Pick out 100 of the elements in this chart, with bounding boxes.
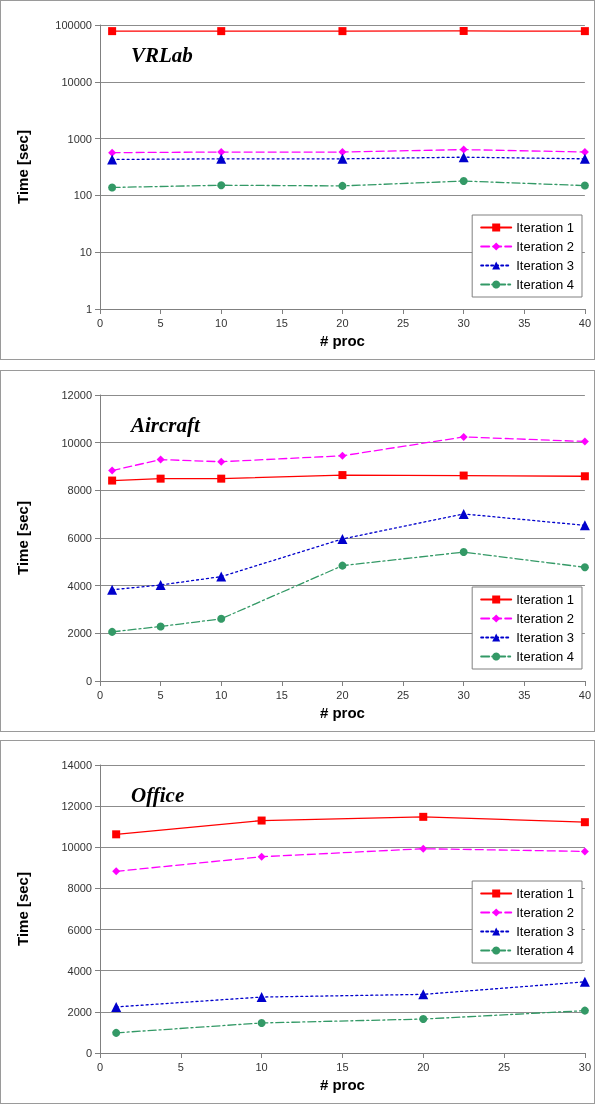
- y-axis-title: Time [sec]: [14, 130, 31, 204]
- x-tick-label: 0: [96, 688, 104, 701]
- point: [107, 154, 118, 165]
- legend-label: Iteration 2: [516, 239, 575, 254]
- point: [338, 561, 347, 570]
- y-tick-label: 100000: [55, 19, 92, 31]
- point: [458, 152, 469, 163]
- point: [338, 148, 347, 157]
- x-tick-label: 30: [457, 316, 470, 329]
- x-axis-title: # proc: [319, 704, 365, 721]
- x-tick-label: 10: [215, 316, 228, 329]
- legend-label: Iteration 4: [516, 277, 575, 292]
- y-tick-label: 10: [79, 246, 92, 259]
- point: [579, 153, 590, 164]
- point: [459, 145, 468, 154]
- legend-label: Iteration 3: [516, 630, 575, 645]
- point: [580, 563, 589, 572]
- y-tick-label: 4000: [67, 964, 92, 977]
- y-axis-title: Time [sec]: [14, 872, 31, 946]
- legend-label: Iteration 3: [516, 924, 575, 939]
- x-tick-label: 20: [417, 1060, 430, 1073]
- y-tick-label: 100: [73, 189, 92, 202]
- point: [458, 508, 469, 519]
- legend-label: Iteration 1: [516, 886, 575, 901]
- point: [580, 181, 589, 190]
- x-tick-label: 30: [578, 1060, 592, 1073]
- point: [459, 471, 468, 480]
- x-tick-label: 15: [275, 316, 288, 329]
- text: VRLab: [131, 42, 193, 67]
- y-tick-label: 14000: [61, 759, 92, 771]
- y-tick-label: 12000: [61, 800, 92, 813]
- point: [580, 847, 589, 856]
- point: [580, 148, 589, 157]
- point: [108, 148, 117, 157]
- point: [155, 579, 166, 590]
- point: [217, 148, 226, 157]
- point: [459, 177, 468, 186]
- point: [217, 474, 226, 483]
- legend-label: Iteration 1: [516, 592, 575, 607]
- x-tick-label: 15: [336, 1060, 349, 1073]
- y-tick-label: 2000: [67, 627, 92, 640]
- point: [338, 27, 347, 36]
- point: [459, 548, 468, 557]
- point: [257, 816, 266, 825]
- point: [112, 867, 121, 876]
- legend-label: Iteration 2: [516, 611, 575, 626]
- point: [112, 830, 121, 839]
- legend-label: Iteration 4: [516, 649, 575, 664]
- point: [156, 474, 165, 483]
- legend-label: Iteration 4: [516, 943, 575, 958]
- point: [112, 1028, 121, 1037]
- y-tick-label: 0: [85, 1047, 92, 1059]
- point: [580, 27, 589, 36]
- x-tick-label: 10: [215, 688, 228, 701]
- point: [579, 976, 590, 987]
- y-tick-label: 12000: [61, 389, 92, 401]
- text: Office: [131, 782, 185, 807]
- point: [579, 520, 590, 531]
- point: [419, 844, 428, 853]
- x-tick-label: 5: [157, 688, 164, 701]
- x-tick-label: 40: [578, 688, 592, 701]
- x-axis-title: # proc: [319, 332, 365, 349]
- point: [156, 622, 165, 631]
- x-tick-label: 0: [96, 316, 104, 329]
- point: [459, 432, 468, 441]
- x-tick-label: 20: [336, 316, 349, 329]
- point: [108, 476, 117, 485]
- point: [216, 153, 227, 164]
- y-tick-label: 10000: [61, 841, 92, 854]
- y-tick-label: 6000: [67, 532, 92, 544]
- y-tick-label: 1000: [67, 132, 92, 145]
- y-tick-label: 8000: [67, 484, 92, 497]
- y-tick-label: 8000: [67, 882, 92, 895]
- x-tick-label: 5: [157, 316, 164, 329]
- x-tick-label: 25: [396, 688, 410, 701]
- x-tick-label: 40: [578, 316, 592, 329]
- y-tick-label: 10000: [61, 75, 92, 88]
- x-tick-label: 5: [177, 1060, 184, 1073]
- point: [108, 627, 117, 636]
- x-tick-label: 35: [518, 316, 531, 329]
- point: [217, 614, 226, 623]
- point: [338, 451, 347, 460]
- point: [217, 181, 226, 190]
- point: [256, 992, 267, 1003]
- y-tick-label: 2000: [67, 1005, 92, 1018]
- point: [107, 584, 118, 595]
- point: [580, 437, 589, 446]
- point: [337, 153, 348, 164]
- y-axis-title: Time [sec]: [14, 501, 31, 575]
- x-tick-label: 15: [275, 688, 288, 701]
- point: [257, 1018, 266, 1027]
- x-tick-label: 35: [518, 688, 531, 701]
- point: [338, 471, 347, 480]
- x-tick-label: 20: [336, 688, 349, 701]
- point: [418, 989, 429, 1000]
- y-tick-label: 1: [85, 303, 92, 315]
- y-tick-label: 4000: [67, 579, 92, 592]
- y-tick-label: 0: [85, 675, 92, 687]
- point: [580, 472, 589, 481]
- point: [338, 181, 347, 190]
